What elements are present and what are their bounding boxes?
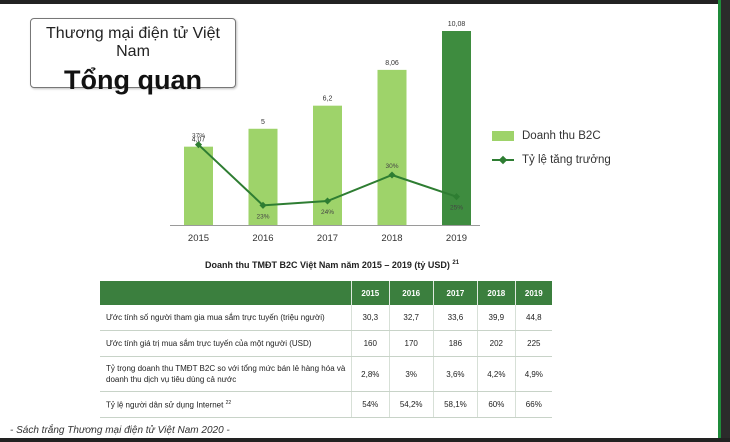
table-header-cell: 2016 xyxy=(389,281,434,305)
table-cell: 186 xyxy=(433,330,479,357)
table-caption: Doanh thu TMĐT B2C Việt Nam năm 2015 – 2… xyxy=(205,260,505,270)
table-row-label: Tỷ trọng doanh thu TMĐT B2C so với tổng … xyxy=(100,356,352,392)
table-cell: 3,6% xyxy=(433,356,479,392)
x-tick-label: 2019 xyxy=(446,233,467,244)
table-cell: 58,1% xyxy=(433,391,479,418)
row-label-text: Ước tính giá trị mua sắm trực tuyến của … xyxy=(106,339,312,348)
table-cell: 54% xyxy=(351,391,390,418)
table-cell: 160 xyxy=(351,330,390,357)
growth-point xyxy=(194,141,203,149)
table-row: Tỷ trọng doanh thu TMĐT B2C so với tổng … xyxy=(100,356,552,392)
frame-top xyxy=(0,0,730,4)
legend-item-line: Tỷ lệ tăng trưởng xyxy=(492,152,611,168)
bar xyxy=(377,69,407,225)
table-cell: 60% xyxy=(477,391,516,418)
slide-subtitle: Thương mại điện tử Việt Nam xyxy=(46,25,220,60)
frame-right xyxy=(721,0,730,442)
growth-point xyxy=(323,197,332,205)
table-row: Ước tính số người tham gia mua sắm trực … xyxy=(100,305,552,331)
x-tick-label: 2017 xyxy=(317,233,338,244)
growth-line-group xyxy=(194,141,461,209)
table-cell: 66% xyxy=(515,391,552,418)
table-cell: 202 xyxy=(477,330,516,357)
table-cell: 44,8 xyxy=(515,305,552,331)
table-row-label: Tỷ lệ người dân sử dụng Internet 22 xyxy=(100,391,352,418)
table-header-cell: 2018 xyxy=(477,281,516,305)
table-header-cell: 2019 xyxy=(515,281,552,305)
table-cell: 32,7 xyxy=(389,305,434,331)
x-tick-label: 2016 xyxy=(252,233,273,244)
bar xyxy=(184,146,213,225)
legend-bar-swatch xyxy=(492,131,514,141)
table-cell: 225 xyxy=(515,330,552,357)
frame-right-accent xyxy=(718,0,721,442)
growth-point xyxy=(259,201,267,209)
bar-value-label: 8,06 xyxy=(385,60,399,67)
table-cell: 2,8% xyxy=(351,356,390,392)
table-cell: 30,3 xyxy=(351,305,390,331)
bar xyxy=(313,105,342,225)
table-caption-note: 21 xyxy=(452,260,460,266)
labels-group: 4,07 2015 5 2016 6,2 2017 8,06 2018 10,08 2019 37%… xyxy=(188,21,467,244)
growth-point xyxy=(388,171,396,179)
table-cell: 39,9 xyxy=(477,305,516,331)
table-row: Ước tính giá trị mua sắm trực tuyến của … xyxy=(100,330,552,357)
frame-bottom xyxy=(0,438,730,442)
row-label-text: Tỷ lệ người dân sử dụng Internet xyxy=(106,400,224,410)
table-cell: 33,6 xyxy=(433,305,479,331)
x-tick-label: 2015 xyxy=(188,233,209,244)
growth-value-label: 23% xyxy=(256,213,269,220)
row-label-note: 22 xyxy=(225,400,232,407)
table-header-cell: 2017 xyxy=(433,281,479,305)
x-tick-label: 2018 xyxy=(381,233,402,244)
row-label-text: Ước tính số người tham gia mua sắm trực … xyxy=(106,313,325,322)
table-row: Tỷ lệ người dân sử dụng Internet 22 54% … xyxy=(100,391,552,418)
table-header-cell xyxy=(100,281,352,305)
growth-value-label: 24% xyxy=(321,209,334,216)
table-header-cell: 2015 xyxy=(351,281,390,305)
chart-legend: Doanh thu B2C Tỷ lệ tăng trưởng xyxy=(492,128,611,176)
legend-line-label: Tỷ lệ tăng trưởng xyxy=(522,154,611,166)
table-cell: 4,2% xyxy=(477,356,516,392)
table-cell: 3% xyxy=(389,356,434,392)
table-row-label: Ước tính giá trị mua sắm trực tuyến của … xyxy=(100,330,352,357)
data-table: 2015 2016 2017 2018 2019 Ước tính số ngư… xyxy=(100,281,552,418)
bar-value-label: 5 xyxy=(261,119,265,126)
legend-bar-label: Doanh thu B2C xyxy=(522,130,601,142)
title-box: Thương mại điện tử Việt Nam Tổng quan xyxy=(30,18,236,95)
table-row-label: Ước tính số người tham gia mua sắm trực … xyxy=(100,305,352,331)
growth-value-label: 30% xyxy=(385,163,398,170)
table-header-row: 2015 2016 2017 2018 2019 xyxy=(100,281,552,305)
bar-value-label: 4,07 xyxy=(192,137,206,144)
growth-point xyxy=(452,193,461,201)
source-note: - Sách trắng Thương mại điện tử Việt Nam… xyxy=(10,425,230,436)
bars-group xyxy=(170,31,480,226)
row-label-text: Tỷ trọng doanh thu TMĐT B2C so với tổng … xyxy=(106,364,346,384)
growth-value-label: 37% xyxy=(192,133,205,140)
table-caption-text: Doanh thu TMĐT B2C Việt Nam năm 2015 – 2… xyxy=(205,260,450,270)
table-cell: 54,2% xyxy=(389,391,434,418)
legend-line-marker-icon xyxy=(492,155,514,165)
legend-item-bar: Doanh thu B2C xyxy=(492,128,611,144)
bar-value-label: 10,08 xyxy=(448,21,466,28)
table-cell: 170 xyxy=(389,330,434,357)
bar xyxy=(248,128,278,225)
growth-value-label: 25% xyxy=(450,205,463,212)
revenue-chart: 4,07 2015 5 2016 6,2 2017 8,06 2018 10,08 2019 37%… xyxy=(170,21,480,244)
slide-title: Tổng quan xyxy=(64,65,202,95)
table-cell: 4,9% xyxy=(515,356,552,392)
bar-value-label: 6,2 xyxy=(323,96,333,103)
